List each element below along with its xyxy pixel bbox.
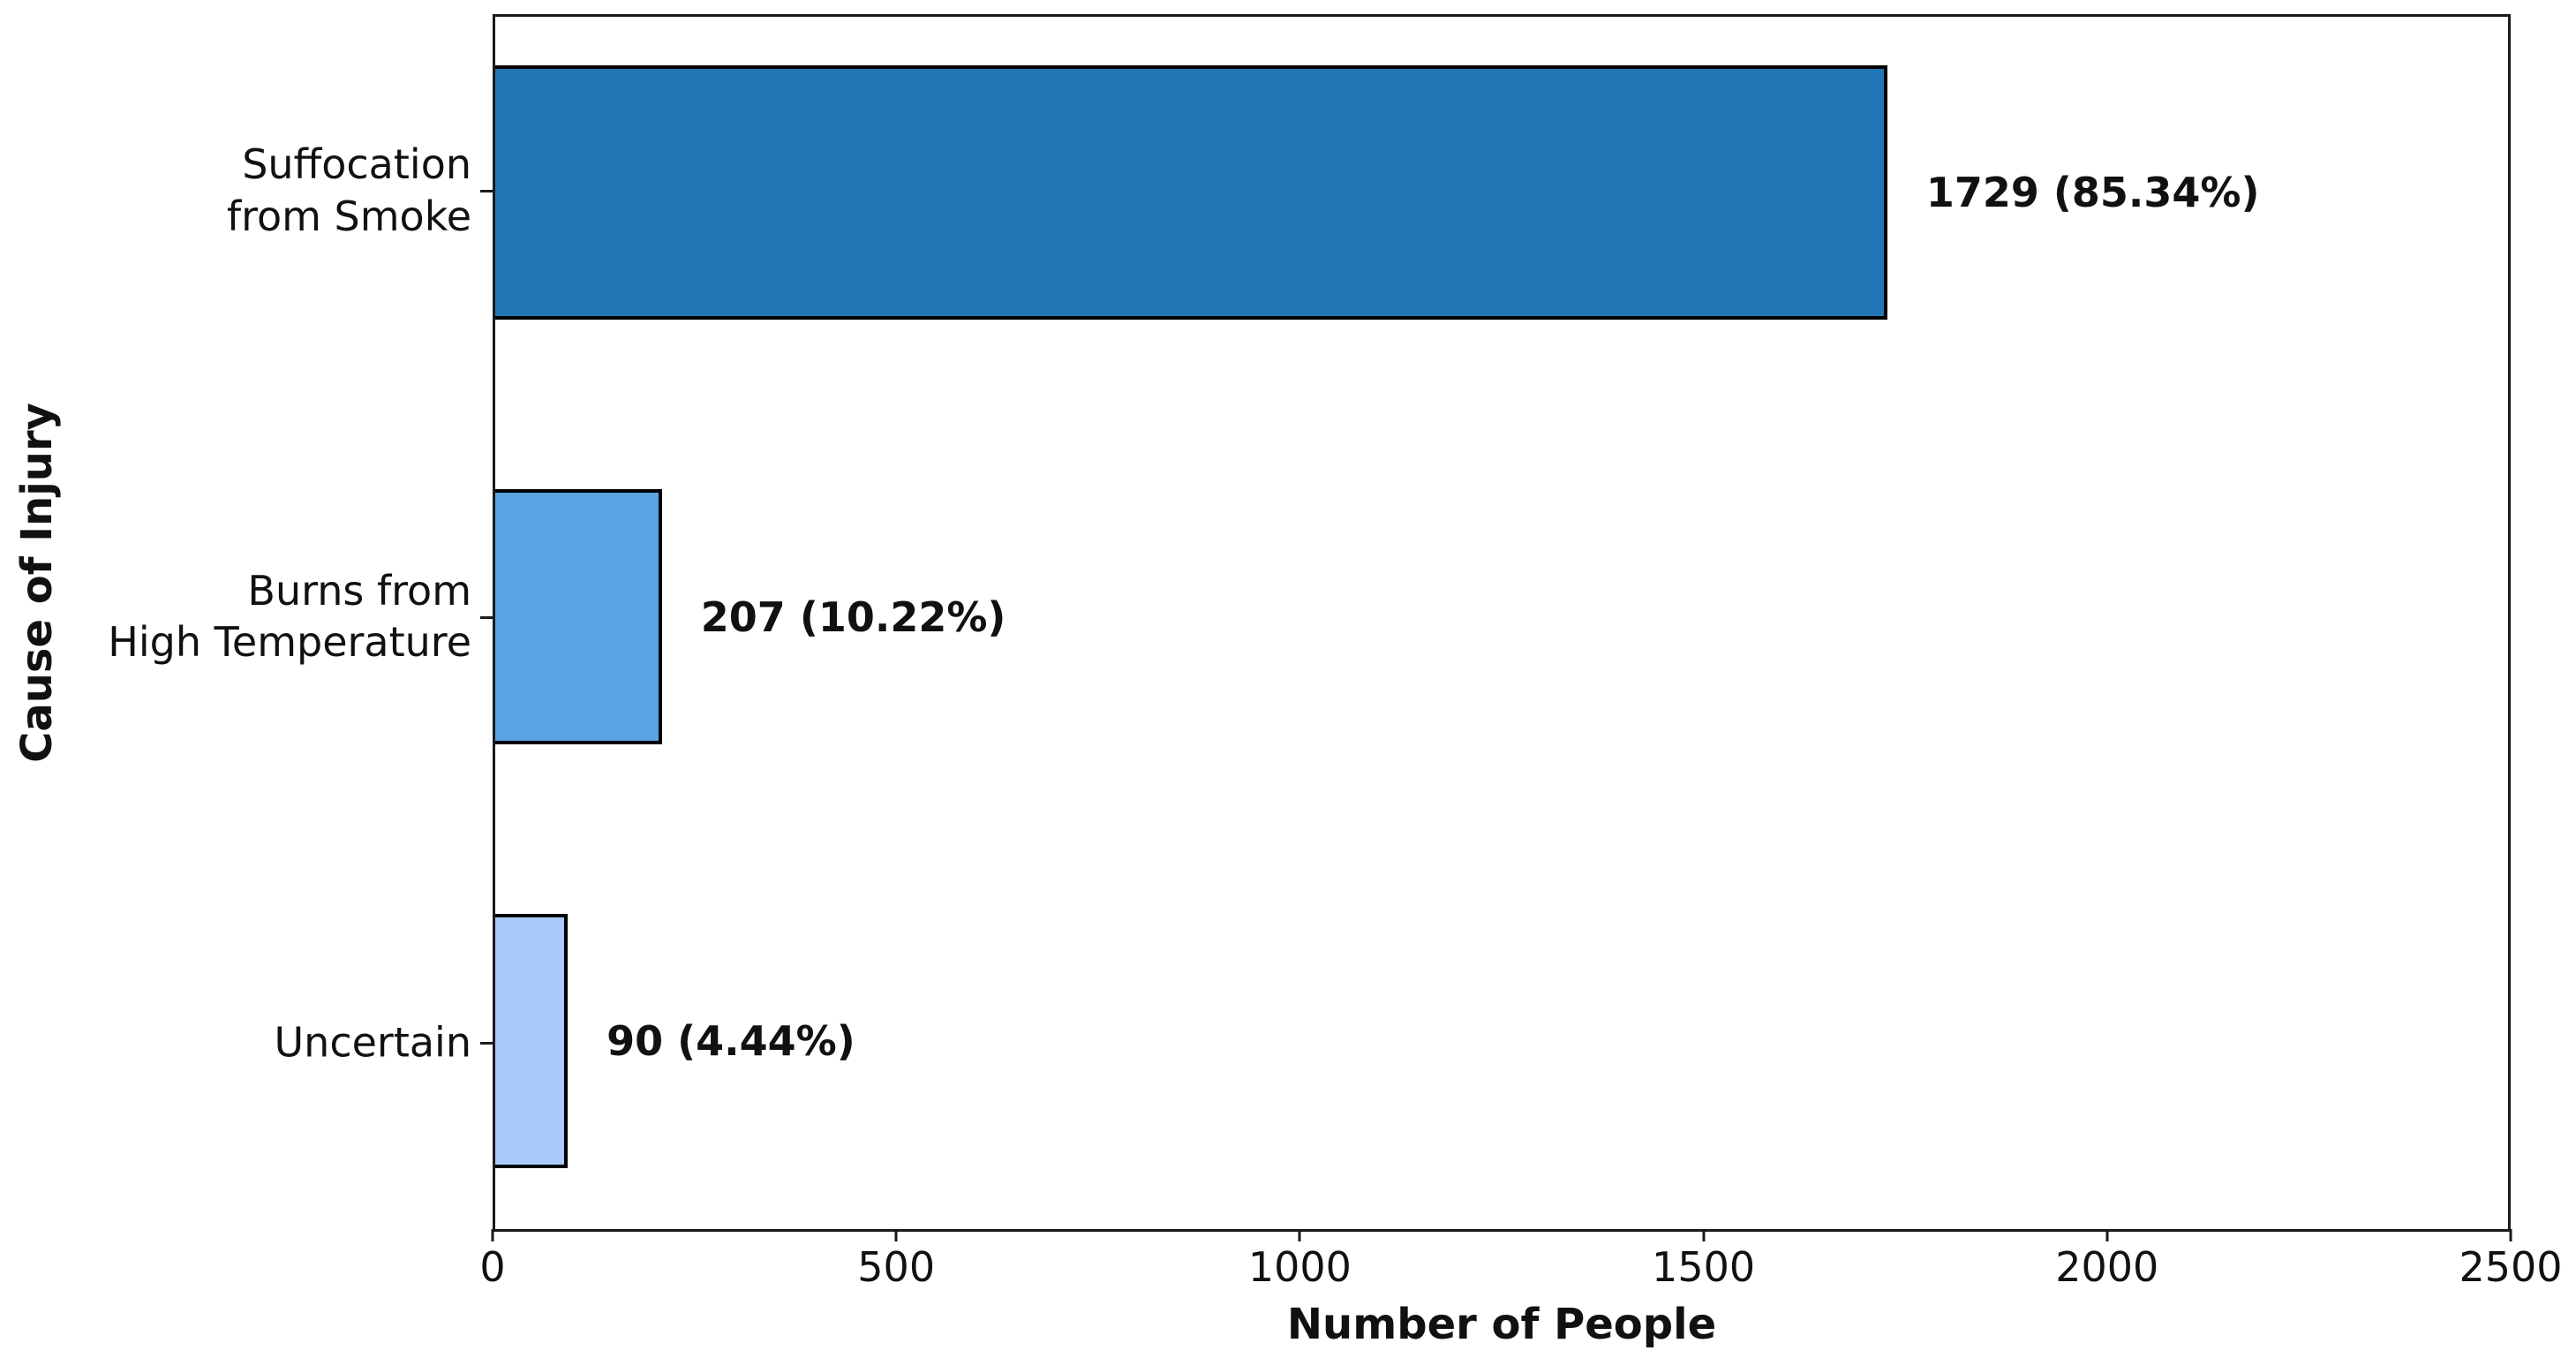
y-axis-tick-2 — [480, 615, 493, 619]
x-axis-tick-3 — [1298, 1229, 1301, 1241]
y-axis-tick-1 — [480, 189, 493, 192]
plot-area: 1729 (85.34%) 207 (10.22%) 90 (4.44%) — [493, 14, 2511, 1232]
y-axis-tick-3 — [480, 1042, 493, 1045]
category-label-1: Suffocation from Smoke — [226, 140, 471, 240]
x-axis-tick-label-6: 2500 — [2459, 1243, 2563, 1291]
x-axis-title: Number of People — [1286, 1300, 1717, 1349]
bar-value-label-2: 207 (10.22%) — [700, 592, 1006, 641]
bar-2 — [495, 489, 662, 744]
x-axis-tick-label-2: 500 — [857, 1243, 936, 1291]
bar-value-label-3: 90 (4.44%) — [606, 1017, 855, 1066]
x-axis-tick-label-4: 1500 — [1652, 1243, 1756, 1291]
x-axis-tick-label-3: 1000 — [1247, 1243, 1352, 1291]
x-axis-tick-2 — [894, 1229, 898, 1241]
x-axis-tick-label-5: 2000 — [2055, 1243, 2159, 1291]
x-axis-tick-4 — [1702, 1229, 1706, 1241]
category-label-3: Uncertain — [274, 1018, 472, 1067]
x-axis-tick-1 — [491, 1229, 494, 1241]
x-axis-tick-6 — [2509, 1229, 2512, 1241]
bar-value-label-1: 1729 (85.34%) — [1925, 169, 2260, 217]
x-axis-tick-5 — [2105, 1229, 2109, 1241]
category-label-2: Burns from High Temperature — [108, 566, 471, 667]
bar-1 — [495, 64, 1887, 321]
bar-3 — [495, 914, 569, 1169]
x-axis-tick-label-1: 0 — [479, 1243, 506, 1291]
